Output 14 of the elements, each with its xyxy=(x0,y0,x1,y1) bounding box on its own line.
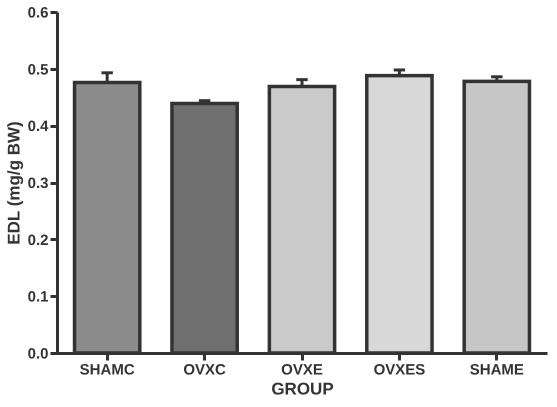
x-tick-label: SHAMC xyxy=(80,362,135,378)
x-tick-label: OVXES xyxy=(374,362,426,378)
y-tick-label: 0.3 xyxy=(28,175,48,192)
x-tick-label: SHAME xyxy=(470,362,524,378)
y-tick-label: 0.1 xyxy=(28,288,48,306)
x-tick-label: OVXC xyxy=(183,362,226,378)
y-tick-label: 0.2 xyxy=(28,232,48,249)
x-tick-label: OVXE xyxy=(281,362,323,378)
y-tick-label: 0.0 xyxy=(28,346,48,362)
x-axis-title: GROUP xyxy=(271,380,334,398)
y-tick-label: 0.5 xyxy=(28,61,48,78)
y-tick-label: 0.6 xyxy=(28,4,48,22)
y-axis-title: EDL (mg/g BW) xyxy=(4,121,24,245)
y-tick-label: 0.4 xyxy=(28,118,50,136)
